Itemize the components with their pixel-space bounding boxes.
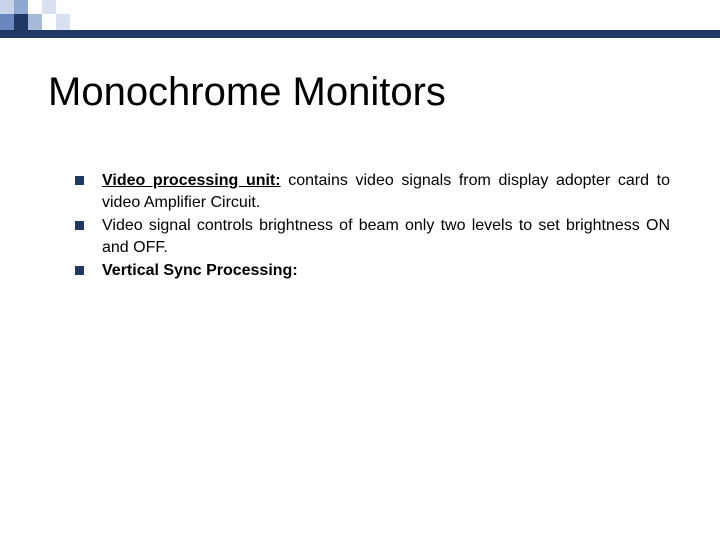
list-item: Vertical Sync Processing: (75, 260, 670, 282)
list-item: Video signal controls brightness of beam… (75, 215, 670, 258)
list-item: Video processing unit: contains video si… (75, 170, 670, 213)
top-bar (0, 30, 720, 38)
deco-square (56, 14, 70, 30)
bullet-square-icon (75, 176, 84, 185)
deco-square (0, 0, 14, 14)
bullet-square-icon (75, 266, 84, 275)
bullet-text: Video processing unit: contains video si… (102, 170, 670, 213)
deco-square (28, 14, 42, 30)
bullet-lead: Video processing unit: (102, 172, 281, 189)
bullet-rest: Video signal controls brightness of beam… (102, 217, 670, 256)
deco-square (14, 14, 28, 30)
deco-square (0, 14, 14, 30)
bullet-lead: Vertical Sync Processing: (102, 262, 298, 279)
bullet-text: Vertical Sync Processing: (102, 260, 298, 282)
bullet-text: Video signal controls brightness of beam… (102, 215, 670, 258)
slide-title: Monochrome Monitors (48, 70, 446, 115)
deco-square (42, 0, 56, 14)
deco-square (14, 0, 28, 14)
bullet-list: Video processing unit: contains video si… (75, 170, 670, 284)
bullet-square-icon (75, 221, 84, 230)
